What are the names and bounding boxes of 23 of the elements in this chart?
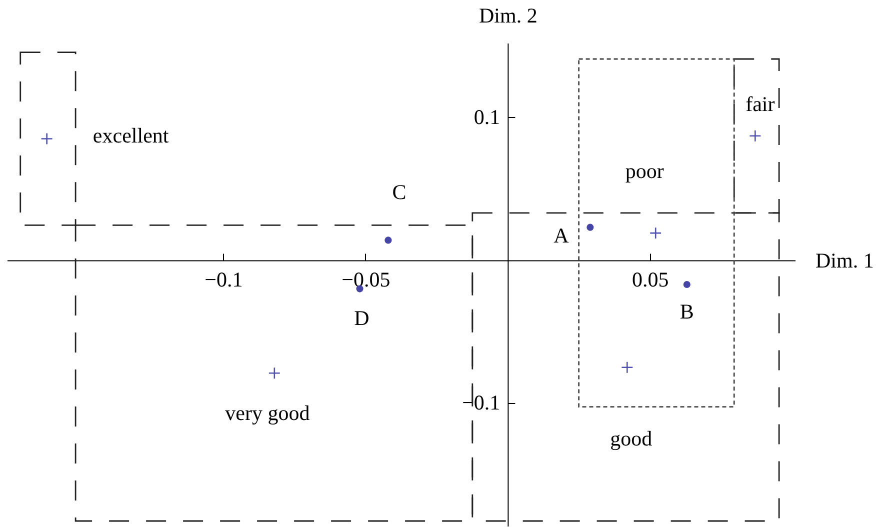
annotation: very good	[225, 401, 310, 426]
point	[268, 366, 281, 380]
point	[40, 132, 53, 145]
annotation: good	[610, 426, 653, 450]
x-tick-label: −0.05	[342, 268, 390, 292]
point	[749, 130, 762, 142]
point	[683, 280, 690, 288]
x-axis-title: Dim. 1	[816, 248, 874, 273]
point	[649, 226, 662, 240]
y-axis-title: Dim. 2	[479, 4, 538, 28]
annotation: excellent	[92, 124, 169, 148]
point	[621, 361, 634, 374]
x-tick-label: −0.1	[204, 268, 243, 292]
point	[586, 224, 594, 231]
annotation: A	[554, 223, 570, 248]
annotation: C	[392, 180, 406, 204]
point	[384, 236, 392, 244]
annotation: B	[680, 300, 694, 324]
annotation: fair	[746, 92, 775, 116]
annotation: D	[354, 306, 370, 330]
y-tick-label: 0.1	[474, 104, 500, 129]
x-tick-label: 0.05	[632, 268, 669, 292]
annotation: poor	[625, 159, 664, 184]
